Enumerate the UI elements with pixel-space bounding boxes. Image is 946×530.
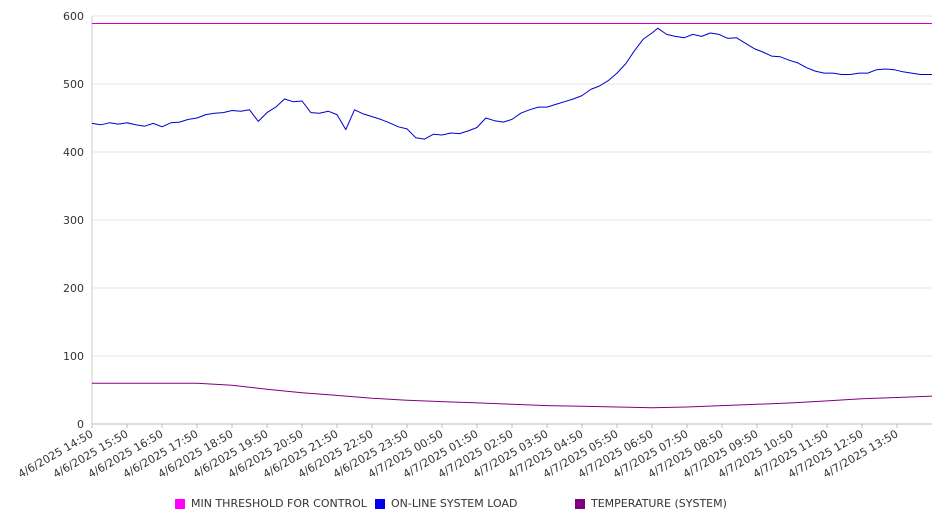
axes <box>91 16 932 428</box>
legend-swatch-system-load <box>375 498 385 509</box>
legend-swatch-temperature <box>575 498 585 509</box>
y-tick-label-100: 100 <box>63 350 84 363</box>
y-tick-label-400: 400 <box>63 146 84 159</box>
y-tick-labels: 0 100 200 300 400 500 600 <box>63 10 84 431</box>
legend-label-temperature: TEMPERATURE (SYSTEM) <box>591 497 727 510</box>
legend-swatch-min-threshold <box>175 498 185 509</box>
y-tick-label-0: 0 <box>77 418 84 431</box>
y-tick-label-500: 500 <box>63 78 84 91</box>
temperature-line <box>92 382 933 409</box>
y-tick-label-600: 600 <box>63 10 84 23</box>
y-tick-label-300: 300 <box>63 214 84 227</box>
x-tick-labels: 4/6/2025 14:504/6/2025 15:504/6/2025 16:… <box>16 427 901 481</box>
legend-label-min-threshold: MIN THRESHOLD FOR CONTROL <box>191 497 367 510</box>
legend-item-system-load: ON-LINE SYSTEM LOAD <box>375 497 517 510</box>
legend-label-system-load: ON-LINE SYSTEM LOAD <box>391 497 518 510</box>
grid-lines <box>92 15 932 357</box>
y-tick-label-200: 200 <box>63 282 84 295</box>
legend-item-temperature: TEMPERATURE (SYSTEM) <box>575 497 727 510</box>
legend-item-min-threshold: MIN THRESHOLD FOR CONTROL <box>175 497 367 510</box>
system-load-line <box>91 27 932 140</box>
series-lines <box>91 23 933 409</box>
